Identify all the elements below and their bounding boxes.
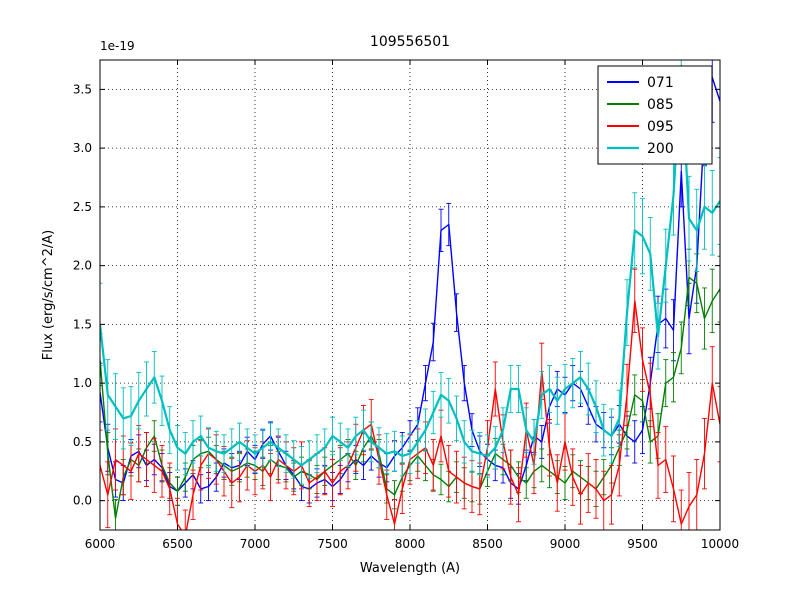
x-tick-label: 6500 — [162, 537, 193, 551]
y-tick-label: 3.0 — [73, 141, 92, 155]
x-tick-label: 10000 — [701, 537, 739, 551]
ticks — [99, 60, 721, 530]
legend-entry-085: 085 — [607, 97, 674, 113]
x-tick-label: 6000 — [85, 537, 116, 551]
x-tick-label: 7000 — [240, 537, 271, 551]
x-tick-label: 9000 — [550, 537, 581, 551]
plot-title: 109556501 — [370, 34, 450, 50]
y-tick-label: 1.5 — [73, 317, 92, 331]
y-axis-label: Flux (erg/s/cm^2/A) — [41, 230, 56, 360]
legend-label-071: 071 — [647, 75, 674, 91]
legend-label-200: 200 — [647, 141, 674, 157]
y-tick-label: 2.0 — [73, 259, 92, 273]
y-axis-offset-label: 1e-19 — [100, 39, 135, 53]
legend-entry-095: 095 — [607, 119, 674, 135]
y-tick-label: 2.5 — [73, 200, 92, 214]
legend: 071 085 095 200 — [597, 65, 713, 165]
y-tick-label: 0.5 — [73, 435, 92, 449]
legend-entry-071: 071 — [607, 75, 674, 91]
x-tick-label: 9500 — [627, 537, 658, 551]
legend-label-085: 085 — [647, 97, 674, 113]
legend-entry-200: 200 — [607, 141, 674, 157]
y-tick-label: 0.0 — [73, 494, 92, 508]
legend-label-095: 095 — [647, 119, 674, 135]
x-tick-label: 8500 — [472, 537, 503, 551]
series-line-200 — [100, 64, 720, 467]
x-tick-label: 7500 — [317, 537, 348, 551]
x-axis-label: Wavelength (A) — [360, 561, 460, 576]
y-tick-label: 1.0 — [73, 376, 92, 390]
y-tick-label: 3.5 — [73, 82, 92, 96]
x-tick-label: 8000 — [395, 537, 426, 551]
